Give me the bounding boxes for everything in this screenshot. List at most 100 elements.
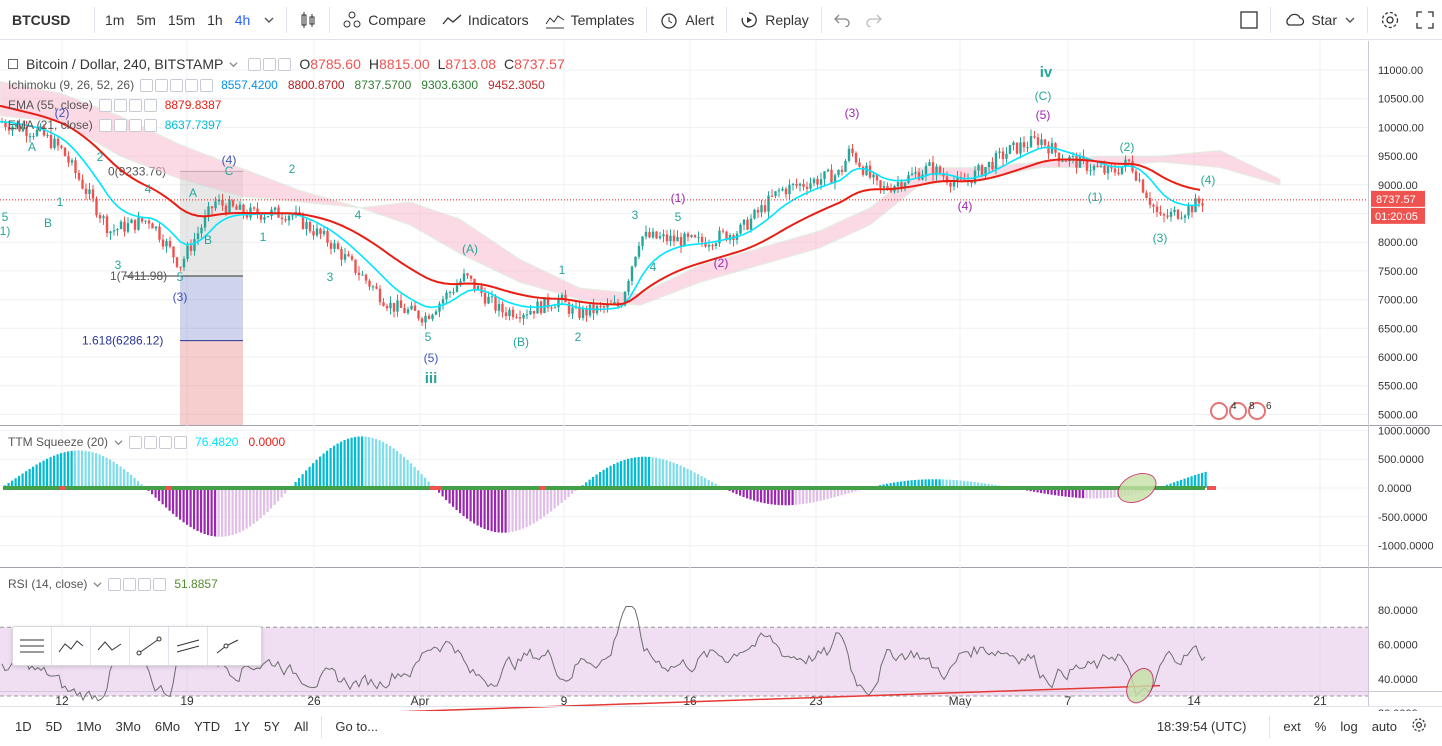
wave-abc-tool[interactable] [91, 627, 130, 665]
compare-button[interactable]: Compare [334, 0, 434, 40]
wave-15-tool[interactable] [52, 627, 91, 665]
ttm-bar [655, 457, 658, 488]
candle-body [882, 186, 886, 188]
ttm-bar [105, 457, 108, 488]
chart-settings-button[interactable] [1404, 717, 1434, 736]
ttm-bar [784, 488, 787, 506]
ttm-bar [1106, 488, 1109, 499]
utc-clock[interactable]: 18:39:54 (UTC) [1156, 719, 1247, 734]
ema21-value: 8637.7397 [164, 118, 222, 132]
wave-label: 5 [177, 270, 184, 284]
settings-button[interactable] [1372, 0, 1408, 40]
candle-body [74, 160, 77, 174]
ttm-bar [1173, 482, 1176, 488]
range-all[interactable]: All [293, 719, 309, 734]
candle-body [700, 236, 704, 243]
candle-body [193, 239, 196, 251]
range-3mo[interactable]: 3Mo [115, 719, 141, 734]
range-5d[interactable]: 5D [45, 719, 63, 734]
ttm-bar [284, 488, 287, 494]
candle-body [1187, 205, 1190, 216]
range-1y[interactable]: 1Y [234, 719, 251, 734]
candle-body [406, 309, 410, 313]
chart-svg[interactable]: 12 19 26 Apr 9 16 23 May 7 14 2111000.0010500.0010… [0, 41, 1442, 720]
chevron-down-icon[interactable] [93, 580, 102, 589]
percent-toggle[interactable]: % [1314, 719, 1327, 734]
separator [329, 6, 331, 33]
parallel-channel-tool[interactable] [169, 627, 208, 665]
interval-1m[interactable]: 1m [105, 11, 125, 28]
candle-body [1141, 179, 1145, 193]
candle-body [81, 179, 84, 189]
candle-body [1169, 212, 1173, 217]
undo-button[interactable] [826, 0, 858, 40]
interval-1h[interactable]: 1h [207, 11, 223, 28]
candle-body [718, 230, 721, 244]
legend-buttons[interactable] [140, 78, 214, 92]
legend-buttons[interactable] [129, 435, 188, 449]
candle-body [746, 219, 749, 230]
range-ytd[interactable]: YTD [194, 719, 221, 734]
candle-body [952, 181, 956, 187]
ttm-bar [91, 452, 94, 488]
interval-15m[interactable]: 15m [167, 11, 196, 28]
fib-zone-blue [180, 275, 243, 341]
range-5y[interactable]: 5Y [264, 719, 280, 734]
ttm-bar [235, 488, 238, 534]
pattern-tool[interactable] [13, 627, 52, 665]
candle-body [494, 296, 497, 311]
interval-4h[interactable]: 4h [234, 11, 251, 28]
ttm-bar [973, 482, 976, 488]
templates-button[interactable]: Templates [537, 0, 643, 40]
ttm-bar [21, 473, 24, 488]
range-1mo[interactable]: 1Mo [76, 719, 102, 734]
symbol-search[interactable]: BTCUSD [12, 11, 71, 28]
legend-buttons[interactable] [98, 98, 157, 112]
path-tool[interactable] [208, 627, 247, 665]
rsi-axis-label: 40.0000 [1378, 674, 1418, 686]
ttm-bar [511, 488, 514, 532]
candle-body [676, 236, 679, 242]
star-button[interactable]: Star [1275, 0, 1363, 40]
candle-body [504, 312, 508, 317]
ttm-bar [385, 443, 388, 488]
ext-toggle[interactable]: ext [1283, 719, 1301, 734]
replay-button[interactable]: Replay [731, 0, 817, 40]
ttm-bar [60, 453, 63, 488]
redo-button[interactable] [858, 0, 890, 40]
ttm-bar [497, 488, 500, 533]
collapse-icon[interactable] [8, 59, 18, 69]
range-1d[interactable]: 1D [15, 719, 32, 734]
price-axis-label: 11000.00 [1378, 65, 1423, 77]
chart-type-button[interactable] [291, 0, 325, 40]
ttm-bar [119, 466, 122, 488]
interval-5m[interactable]: 5m [136, 11, 156, 28]
fullscreen-rect-button[interactable] [1232, 0, 1266, 40]
goto-button[interactable]: Go to... [335, 719, 379, 734]
candle-body [4, 122, 7, 128]
indicators-button[interactable]: Indicators [434, 0, 537, 40]
legend-buttons[interactable] [108, 577, 167, 591]
log-toggle[interactable]: log [1340, 719, 1358, 734]
candle-body [805, 186, 809, 189]
ttm-bar [490, 488, 493, 532]
ttm-bar [277, 488, 280, 502]
trend-line-tool[interactable] [130, 627, 169, 665]
auto-toggle[interactable]: auto [1371, 719, 1397, 734]
fullscreen-button[interactable] [1408, 0, 1442, 40]
candle-body [301, 213, 305, 230]
indicators-label: Indicators [467, 11, 529, 28]
range-6mo[interactable]: 6Mo [154, 719, 181, 734]
wave-label: (3) [1153, 231, 1168, 245]
chevron-down-icon[interactable] [229, 60, 238, 69]
price-axis-label: 8000.00 [1378, 237, 1418, 249]
legend-buttons[interactable] [248, 57, 292, 71]
ttm-bar [413, 466, 416, 488]
chart-area[interactable]: 12 19 26 Apr 9 16 23 May 7 14 21 11000.00 10500.00 10… [0, 41, 1442, 720]
candle-body [88, 189, 91, 194]
alert-button[interactable]: Alert [651, 0, 722, 40]
chevron-down-icon[interactable] [114, 438, 123, 447]
ttm-bar [98, 454, 101, 488]
interval-dropdown[interactable] [256, 0, 282, 40]
legend-buttons[interactable] [98, 118, 157, 132]
